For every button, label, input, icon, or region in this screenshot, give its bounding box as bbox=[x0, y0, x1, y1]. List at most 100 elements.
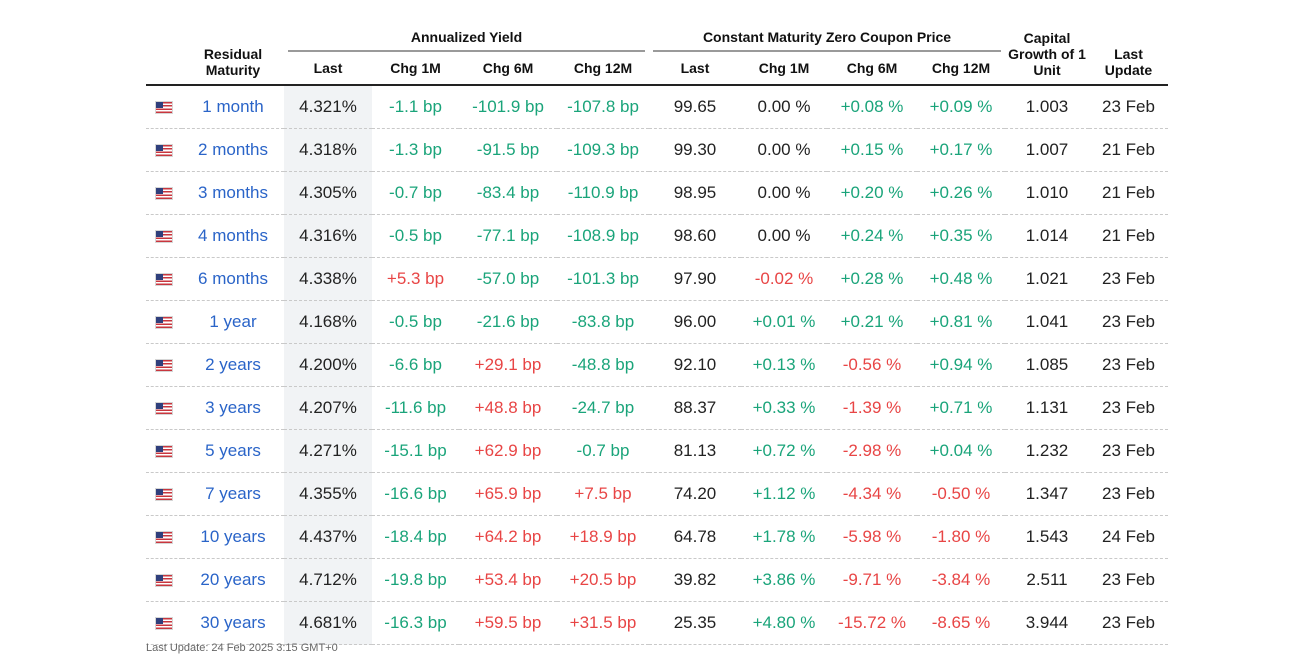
price-1m-cell: +3.86 % bbox=[741, 558, 827, 602]
yield-1m-cell: -18.4 bp bbox=[372, 515, 459, 559]
capital-growth-cell: 3.944 bbox=[1005, 601, 1089, 645]
flag-cell bbox=[146, 171, 182, 215]
price-12m-cell: +0.71 % bbox=[917, 386, 1005, 430]
table-row: 7 years 4.355% -16.6 bp +65.9 bp +7.5 bp 74.2… bbox=[146, 472, 1168, 516]
capital-growth-cell: 1.010 bbox=[1005, 171, 1089, 215]
flag-cell bbox=[146, 343, 182, 387]
capital-growth-cell: 1.347 bbox=[1005, 472, 1089, 516]
last-update-cell: 23 Feb bbox=[1089, 472, 1168, 516]
price-last-cell: 74.20 bbox=[649, 472, 741, 516]
maturity-link[interactable]: 30 years bbox=[182, 601, 284, 645]
price-last-cell: 98.95 bbox=[649, 171, 741, 215]
yield-12m-cell: -0.7 bp bbox=[557, 429, 649, 473]
flag-cell bbox=[146, 214, 182, 258]
capital-growth-cell: 1.021 bbox=[1005, 257, 1089, 301]
last-update-cell: 23 Feb bbox=[1089, 601, 1168, 645]
table-row: 1 year 4.168% -0.5 bp -21.6 bp -83.8 bp 96.00… bbox=[146, 300, 1168, 344]
maturity-link[interactable]: 6 months bbox=[182, 257, 284, 301]
last-update-cell: 23 Feb bbox=[1089, 558, 1168, 602]
table-row: 4 months 4.316% -0.5 bp -77.1 bp -108.9 bp 98… bbox=[146, 214, 1168, 258]
yield-12m-cell: +7.5 bp bbox=[557, 472, 649, 516]
capital-growth-cell: 1.007 bbox=[1005, 128, 1089, 172]
last-update-cell: 23 Feb bbox=[1089, 343, 1168, 387]
table-row: 20 years 4.712% -19.8 bp +53.4 bp +20.5 bp 39… bbox=[146, 558, 1168, 602]
table-body: 1 month 4.321% -1.1 bp -101.9 bp -107.8 bp 99… bbox=[146, 85, 1168, 645]
yield-1m-cell: -6.6 bp bbox=[372, 343, 459, 387]
yield-last-cell: 4.338% bbox=[284, 257, 372, 301]
capital-growth-cell: 1.085 bbox=[1005, 343, 1089, 387]
yield-6m-cell: -77.1 bp bbox=[459, 214, 557, 258]
bond-yield-table-container: Residual Maturity Annualized Yield Const… bbox=[146, 26, 1168, 645]
maturity-link[interactable]: 7 years bbox=[182, 472, 284, 516]
price-last-cell: 96.00 bbox=[649, 300, 741, 344]
us-flag-icon bbox=[155, 574, 173, 588]
price-last-cell: 64.78 bbox=[649, 515, 741, 559]
last-update-cell: 23 Feb bbox=[1089, 386, 1168, 430]
yield-chg-1m-header: Chg 1M bbox=[372, 52, 459, 86]
price-12m-cell: +0.35 % bbox=[917, 214, 1005, 258]
maturity-link[interactable]: 1 year bbox=[182, 300, 284, 344]
table-row: 30 years 4.681% -16.3 bp +59.5 bp +31.5 bp 25… bbox=[146, 601, 1168, 645]
last-update-cell: 24 Feb bbox=[1089, 515, 1168, 559]
price-1m-cell: +4.80 % bbox=[741, 601, 827, 645]
yield-12m-cell: -24.7 bp bbox=[557, 386, 649, 430]
yield-6m-cell: +62.9 bp bbox=[459, 429, 557, 473]
yield-last-cell: 4.316% bbox=[284, 214, 372, 258]
price-12m-cell: +0.81 % bbox=[917, 300, 1005, 344]
capital-growth-cell: 1.131 bbox=[1005, 386, 1089, 430]
price-6m-cell: -2.98 % bbox=[827, 429, 917, 473]
flag-cell bbox=[146, 429, 182, 473]
maturity-link[interactable]: 3 years bbox=[182, 386, 284, 430]
yield-6m-cell: +59.5 bp bbox=[459, 601, 557, 645]
us-flag-icon bbox=[155, 101, 173, 115]
last-update-cell: 21 Feb bbox=[1089, 214, 1168, 258]
price-last-cell: 92.10 bbox=[649, 343, 741, 387]
us-flag-icon bbox=[155, 144, 173, 158]
yield-last-cell: 4.168% bbox=[284, 300, 372, 344]
maturity-link[interactable]: 4 months bbox=[182, 214, 284, 258]
price-last-cell: 81.13 bbox=[649, 429, 741, 473]
capital-growth-cell: 1.232 bbox=[1005, 429, 1089, 473]
yield-chg-6m-header: Chg 6M bbox=[459, 52, 557, 86]
price-last-cell: 98.60 bbox=[649, 214, 741, 258]
yield-12m-cell: -110.9 bp bbox=[557, 171, 649, 215]
table-row: 5 years 4.271% -15.1 bp +62.9 bp -0.7 bp 81.1… bbox=[146, 429, 1168, 473]
zero-coupon-group-header: Constant Maturity Zero Coupon Price bbox=[649, 26, 1005, 52]
last-update-cell: 23 Feb bbox=[1089, 429, 1168, 473]
yield-6m-cell: +53.4 bp bbox=[459, 558, 557, 602]
price-last-cell: 39.82 bbox=[649, 558, 741, 602]
price-last-cell: 88.37 bbox=[649, 386, 741, 430]
flag-cell bbox=[146, 515, 182, 559]
price-last-cell: 25.35 bbox=[649, 601, 741, 645]
last-update-cell: 23 Feb bbox=[1089, 300, 1168, 344]
maturity-link[interactable]: 5 years bbox=[182, 429, 284, 473]
maturity-link[interactable]: 10 years bbox=[182, 515, 284, 559]
price-12m-cell: +0.17 % bbox=[917, 128, 1005, 172]
maturity-link[interactable]: 1 month bbox=[182, 85, 284, 129]
price-1m-cell: 0.00 % bbox=[741, 85, 827, 129]
flag-cell bbox=[146, 128, 182, 172]
capital-growth-cell: 1.003 bbox=[1005, 85, 1089, 129]
yield-1m-cell: -19.8 bp bbox=[372, 558, 459, 602]
maturity-link[interactable]: 2 months bbox=[182, 128, 284, 172]
flag-cell bbox=[146, 558, 182, 602]
yield-last-cell: 4.200% bbox=[284, 343, 372, 387]
last-update-cell: 21 Feb bbox=[1089, 171, 1168, 215]
yield-last-cell: 4.321% bbox=[284, 85, 372, 129]
maturity-link[interactable]: 20 years bbox=[182, 558, 284, 602]
price-1m-cell: +0.33 % bbox=[741, 386, 827, 430]
table-row: 6 months 4.338% +5.3 bp -57.0 bp -101.3 bp 97… bbox=[146, 257, 1168, 301]
yield-12m-cell: -83.8 bp bbox=[557, 300, 649, 344]
capital-growth-cell: 1.041 bbox=[1005, 300, 1089, 344]
us-flag-icon bbox=[155, 445, 173, 459]
maturity-link[interactable]: 3 months bbox=[182, 171, 284, 215]
price-chg-12m-header: Chg 12M bbox=[917, 52, 1005, 86]
yield-last-cell: 4.437% bbox=[284, 515, 372, 559]
price-12m-cell: +0.04 % bbox=[917, 429, 1005, 473]
price-6m-cell: -9.71 % bbox=[827, 558, 917, 602]
yield-6m-cell: -21.6 bp bbox=[459, 300, 557, 344]
price-1m-cell: -0.02 % bbox=[741, 257, 827, 301]
maturity-link[interactable]: 2 years bbox=[182, 343, 284, 387]
us-flag-icon bbox=[155, 531, 173, 545]
us-flag-icon bbox=[155, 316, 173, 330]
